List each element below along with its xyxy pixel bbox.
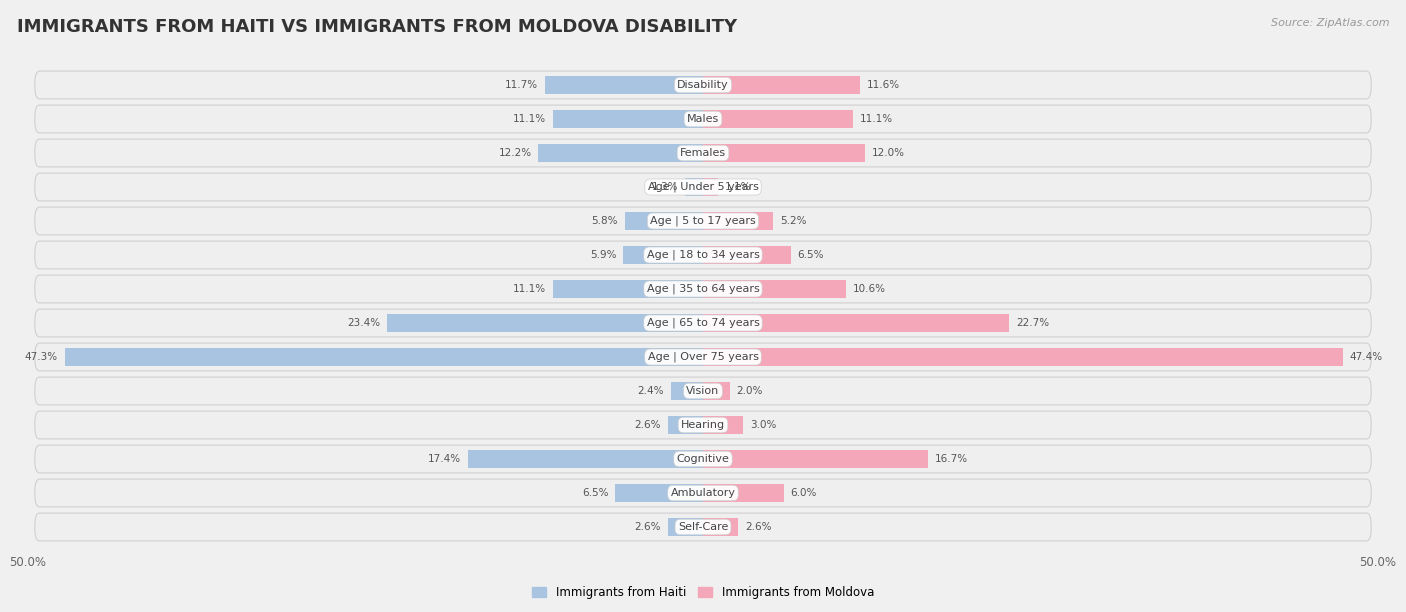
Text: Females: Females — [681, 148, 725, 158]
Text: 5.2%: 5.2% — [780, 216, 807, 226]
Text: Disability: Disability — [678, 80, 728, 90]
Text: 5.9%: 5.9% — [591, 250, 617, 260]
Text: 17.4%: 17.4% — [429, 454, 461, 464]
FancyBboxPatch shape — [35, 411, 1371, 439]
Text: 11.1%: 11.1% — [513, 114, 547, 124]
Text: Age | 5 to 17 years: Age | 5 to 17 years — [650, 216, 756, 226]
FancyBboxPatch shape — [35, 241, 1371, 269]
Text: Ambulatory: Ambulatory — [671, 488, 735, 498]
Text: 6.5%: 6.5% — [582, 488, 609, 498]
FancyBboxPatch shape — [35, 139, 1371, 167]
FancyBboxPatch shape — [35, 173, 1371, 201]
FancyBboxPatch shape — [35, 71, 1371, 99]
Text: Males: Males — [688, 114, 718, 124]
FancyBboxPatch shape — [35, 207, 1371, 235]
FancyBboxPatch shape — [703, 450, 928, 468]
Text: Age | Over 75 years: Age | Over 75 years — [648, 352, 758, 362]
FancyBboxPatch shape — [468, 450, 703, 468]
Text: 23.4%: 23.4% — [347, 318, 381, 328]
Text: 3.0%: 3.0% — [751, 420, 776, 430]
Text: IMMIGRANTS FROM HAITI VS IMMIGRANTS FROM MOLDOVA DISABILITY: IMMIGRANTS FROM HAITI VS IMMIGRANTS FROM… — [17, 18, 737, 36]
FancyBboxPatch shape — [703, 178, 718, 196]
FancyBboxPatch shape — [703, 518, 738, 536]
Text: 11.7%: 11.7% — [505, 80, 538, 90]
Text: 16.7%: 16.7% — [935, 454, 969, 464]
Text: 11.6%: 11.6% — [866, 80, 900, 90]
Text: Age | 65 to 74 years: Age | 65 to 74 years — [647, 318, 759, 328]
Text: 5.8%: 5.8% — [592, 216, 619, 226]
Text: 10.6%: 10.6% — [853, 284, 886, 294]
FancyBboxPatch shape — [35, 343, 1371, 371]
Text: 1.3%: 1.3% — [652, 182, 679, 192]
FancyBboxPatch shape — [703, 76, 859, 94]
FancyBboxPatch shape — [35, 105, 1371, 133]
FancyBboxPatch shape — [703, 382, 730, 400]
Text: Source: ZipAtlas.com: Source: ZipAtlas.com — [1271, 18, 1389, 28]
Text: 6.5%: 6.5% — [797, 250, 824, 260]
FancyBboxPatch shape — [703, 484, 785, 502]
FancyBboxPatch shape — [686, 178, 703, 196]
FancyBboxPatch shape — [553, 280, 703, 298]
FancyBboxPatch shape — [35, 377, 1371, 405]
FancyBboxPatch shape — [35, 479, 1371, 507]
Text: 11.1%: 11.1% — [859, 114, 893, 124]
FancyBboxPatch shape — [624, 212, 703, 230]
FancyBboxPatch shape — [703, 110, 853, 128]
FancyBboxPatch shape — [538, 144, 703, 162]
Text: 2.6%: 2.6% — [745, 522, 772, 532]
Text: 12.2%: 12.2% — [499, 148, 531, 158]
Text: Age | 35 to 64 years: Age | 35 to 64 years — [647, 284, 759, 294]
Text: Hearing: Hearing — [681, 420, 725, 430]
FancyBboxPatch shape — [616, 484, 703, 502]
Text: 47.3%: 47.3% — [25, 352, 58, 362]
FancyBboxPatch shape — [703, 416, 744, 434]
FancyBboxPatch shape — [35, 309, 1371, 337]
Text: 2.4%: 2.4% — [637, 386, 664, 396]
Text: 22.7%: 22.7% — [1017, 318, 1049, 328]
FancyBboxPatch shape — [703, 314, 1010, 332]
Text: 2.6%: 2.6% — [634, 522, 661, 532]
FancyBboxPatch shape — [387, 314, 703, 332]
FancyBboxPatch shape — [668, 518, 703, 536]
FancyBboxPatch shape — [65, 348, 703, 366]
FancyBboxPatch shape — [35, 445, 1371, 473]
Legend: Immigrants from Haiti, Immigrants from Moldova: Immigrants from Haiti, Immigrants from M… — [527, 581, 879, 603]
Text: 12.0%: 12.0% — [872, 148, 904, 158]
FancyBboxPatch shape — [546, 76, 703, 94]
FancyBboxPatch shape — [703, 348, 1343, 366]
Text: 47.4%: 47.4% — [1350, 352, 1382, 362]
Text: Age | 18 to 34 years: Age | 18 to 34 years — [647, 250, 759, 260]
FancyBboxPatch shape — [623, 246, 703, 264]
Text: 2.0%: 2.0% — [737, 386, 763, 396]
FancyBboxPatch shape — [703, 246, 790, 264]
Text: Cognitive: Cognitive — [676, 454, 730, 464]
Text: Vision: Vision — [686, 386, 720, 396]
Text: 11.1%: 11.1% — [513, 284, 547, 294]
FancyBboxPatch shape — [35, 513, 1371, 541]
FancyBboxPatch shape — [553, 110, 703, 128]
FancyBboxPatch shape — [703, 212, 773, 230]
Text: 2.6%: 2.6% — [634, 420, 661, 430]
FancyBboxPatch shape — [703, 144, 865, 162]
Text: 1.1%: 1.1% — [724, 182, 751, 192]
Text: Self-Care: Self-Care — [678, 522, 728, 532]
FancyBboxPatch shape — [671, 382, 703, 400]
Text: 6.0%: 6.0% — [790, 488, 817, 498]
FancyBboxPatch shape — [35, 275, 1371, 303]
Text: Age | Under 5 years: Age | Under 5 years — [648, 182, 758, 192]
FancyBboxPatch shape — [703, 280, 846, 298]
FancyBboxPatch shape — [668, 416, 703, 434]
